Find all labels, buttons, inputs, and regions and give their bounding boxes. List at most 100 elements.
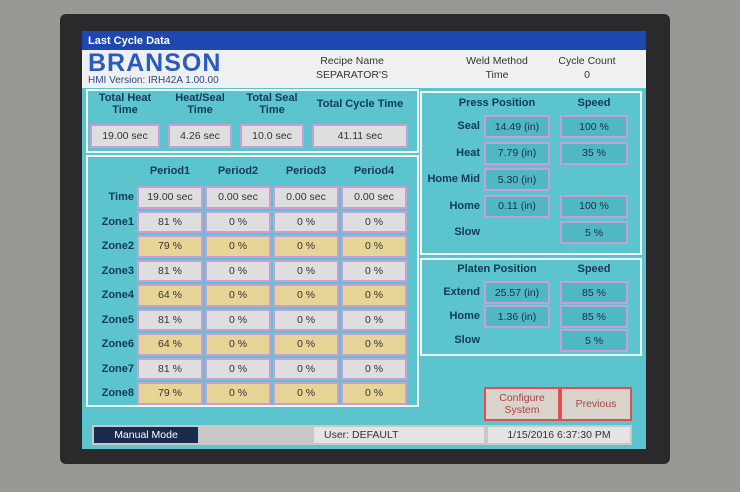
speed-value: 85 %	[560, 305, 628, 328]
hmi-version: HMI Version: IRH42A 1.00.00	[88, 75, 219, 86]
period-cell: 0.00 sec	[205, 186, 271, 209]
datetime: 1/15/2016 6:37:30 PM	[488, 427, 630, 443]
row-label: Zone1	[101, 215, 134, 228]
period-cell: 0 %	[341, 284, 407, 307]
total-value: 4.26 sec	[168, 124, 232, 148]
position-label: Home	[449, 310, 480, 322]
period-cell: 0 %	[273, 357, 339, 380]
total-value: 10.0 sec	[240, 124, 304, 148]
totals-panel	[86, 89, 419, 153]
period-cell: 0 %	[273, 259, 339, 282]
row-label: Zone7	[101, 362, 134, 375]
period-cell: 0 %	[273, 235, 339, 258]
period-cell: 79 %	[137, 382, 203, 405]
period-cell: 81 %	[137, 259, 203, 282]
platen-panel	[420, 258, 642, 356]
position-value: 1.36 (in)	[484, 305, 550, 328]
title-bar: Last Cycle Data	[82, 31, 646, 50]
weld-method-label: Weld Method	[466, 55, 528, 67]
row-label: Zone3	[101, 264, 134, 277]
period-cell: 81 %	[137, 357, 203, 380]
position-value: 14.49 (in)	[484, 115, 550, 138]
panel-title: Platen Position	[457, 263, 537, 275]
period-cell: 19.00 sec	[137, 186, 203, 209]
position-value: 0.11 (in)	[484, 194, 550, 218]
cycle-count-value: 0	[584, 69, 590, 81]
panel-title: Press Position	[458, 97, 536, 109]
speed-title: Speed	[577, 97, 611, 109]
row-label: Zone2	[101, 240, 134, 252]
row-label: Zone5	[101, 313, 134, 326]
row-label: Zone4	[101, 289, 134, 301]
period-cell: 81 %	[137, 308, 203, 331]
period-cell: 81 %	[137, 210, 203, 233]
period-cell: 0 %	[273, 284, 339, 307]
period-cell: 0 %	[341, 357, 407, 380]
position-label: Home Mid	[427, 173, 480, 185]
total-label: Heat/Seal Time	[175, 92, 225, 116]
period-cell: 79 %	[137, 235, 203, 258]
status-bar: Manual Mode User: DEFAULT 1/15/2016 6:37…	[92, 425, 632, 445]
previous-button[interactable]: Previous	[560, 387, 632, 421]
position-label: Heat	[456, 146, 480, 159]
total-value: 19.00 sec	[90, 124, 160, 148]
period-cell: 0 %	[341, 308, 407, 331]
weld-method-value: Time	[485, 69, 509, 81]
position-label: Slow	[454, 226, 480, 238]
period-cell: 0 %	[205, 357, 271, 380]
period-cell: 0 %	[205, 308, 271, 331]
total-label: Total Seal Time	[246, 92, 298, 116]
row-label: Time	[108, 191, 134, 203]
total-label: Total Heat Time	[98, 92, 152, 116]
logo: BRANSON	[88, 49, 222, 77]
period-header: Period4	[353, 165, 395, 177]
position-value: 25.57 (in)	[484, 281, 550, 304]
period-header: Period3	[285, 165, 327, 177]
period-cell: 0 %	[341, 235, 407, 258]
screen: Last Cycle Data BRANSON HMI Version: IRH…	[82, 31, 646, 449]
position-label: Slow	[454, 334, 480, 346]
row-label: Zone6	[101, 338, 134, 350]
speed-value: 100 %	[560, 194, 628, 218]
period-cell: 0 %	[273, 308, 339, 331]
header: BRANSON HMI Version: IRH42A 1.00.00 Reci…	[82, 50, 646, 88]
period-cell: 0 %	[273, 382, 339, 405]
position-label: Home	[449, 199, 480, 212]
period-cell: 0.00 sec	[341, 186, 407, 209]
period-cell: 64 %	[137, 284, 203, 307]
mode: Manual Mode	[94, 427, 198, 443]
speed-value: 35 %	[560, 141, 628, 165]
speed-value: 100 %	[560, 115, 628, 138]
position-label: Seal	[457, 120, 480, 132]
row-label: Zone8	[101, 387, 134, 399]
position-value: 5.30 (in)	[484, 168, 550, 191]
speed-title: Speed	[577, 263, 611, 275]
period-header: Period2	[217, 165, 259, 177]
period-cell: 0 %	[205, 284, 271, 307]
period-cell: 0 %	[341, 382, 407, 405]
total-value: 41.11 sec	[312, 124, 408, 148]
period-cell: 0 %	[341, 333, 407, 356]
period-cell: 0 %	[205, 382, 271, 405]
press-panel	[420, 91, 642, 255]
period-cell: 0 %	[205, 235, 271, 258]
configure-button[interactable]: Configure System	[484, 387, 560, 421]
position-label: Extend	[443, 286, 480, 298]
period-cell: 0 %	[205, 333, 271, 356]
period-cell: 64 %	[137, 333, 203, 356]
period-header: Period1	[149, 165, 191, 177]
period-cell: 0.00 sec	[273, 186, 339, 209]
period-cell: 0 %	[205, 210, 271, 233]
position-value: 7.79 (in)	[484, 141, 550, 165]
speed-value: 85 %	[560, 281, 628, 304]
period-panel	[86, 155, 419, 407]
period-cell: 0 %	[273, 210, 339, 233]
period-cell: 0 %	[341, 259, 407, 282]
period-cell: 0 %	[341, 210, 407, 233]
recipe-label: Recipe Name	[320, 55, 384, 67]
speed-value: 5 %	[560, 221, 628, 244]
period-cell: 0 %	[205, 259, 271, 282]
period-cell: 0 %	[273, 333, 339, 356]
recipe-value: SEPARATOR'S	[315, 69, 389, 81]
